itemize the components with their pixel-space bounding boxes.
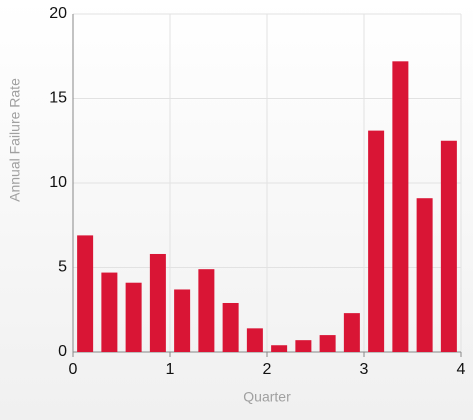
bar: [271, 345, 288, 352]
x-tick-label: 2: [263, 361, 272, 378]
x-tick-label: 4: [457, 361, 466, 378]
x-tick-label: 3: [360, 361, 369, 378]
bar: [125, 282, 142, 352]
bar: [295, 340, 312, 352]
bar: [343, 313, 360, 352]
y-tick-label: 5: [58, 259, 67, 276]
bar: [174, 289, 191, 352]
bar: [222, 302, 239, 352]
bar: [101, 272, 118, 352]
bar: [319, 335, 336, 352]
bar: [440, 140, 457, 352]
bar: [368, 130, 385, 352]
x-axis-title: Quarter: [243, 389, 291, 405]
bar: [416, 198, 433, 352]
y-tick-label: 10: [49, 174, 67, 191]
bar: [392, 61, 409, 352]
bar: [149, 253, 166, 352]
bar: [198, 269, 215, 352]
y-axis-title: Annual Failure Rate: [7, 78, 23, 202]
bar: [77, 235, 94, 352]
bar: [246, 328, 263, 352]
y-tick-label: 0: [58, 343, 67, 360]
x-tick-label: 0: [69, 361, 78, 378]
y-tick-label: 20: [49, 5, 67, 22]
y-tick-label: 15: [49, 90, 67, 107]
x-tick-label: 1: [166, 361, 175, 378]
